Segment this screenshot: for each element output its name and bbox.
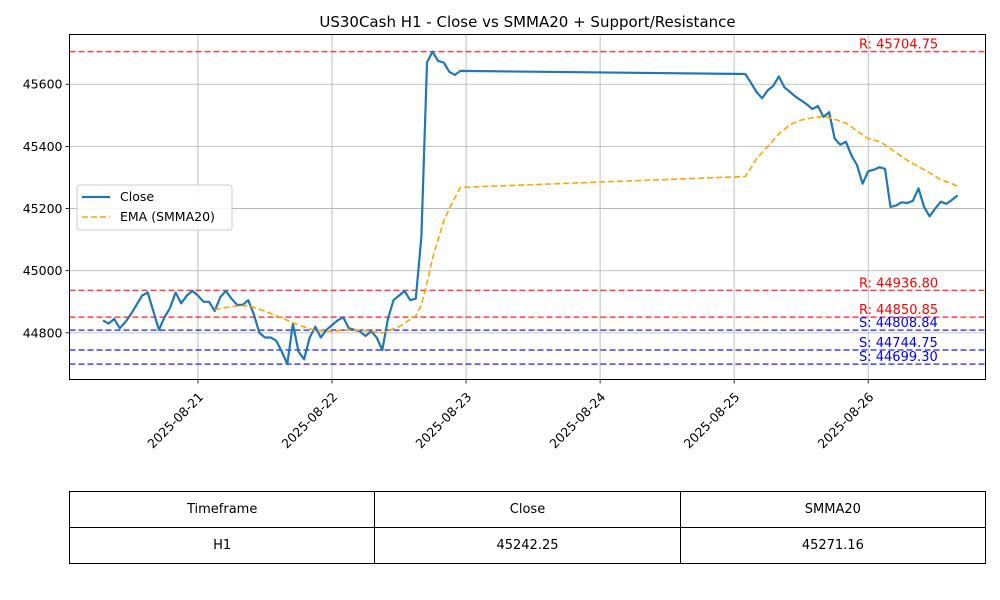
axis-ticks: 2025-08-21 2025-08-22 2025-08-23 2025-08-24… [23,77,877,451]
support-resistance-levels: R: 45704.75 R: 44936.80 R: 44850.85S: 4480… [69,38,986,365]
y-tick-label: 45000 [23,263,63,278]
header-close: Close [374,491,681,528]
plot-frame [69,34,986,380]
cell-smma20: 45271.16 [679,527,987,564]
resistance-level-label: R: 44850.85 [859,303,938,318]
x-tick-label: 2025-08-23 [412,389,474,451]
resistance-level-label: R: 44936.80 [859,276,938,291]
support-level-label: S: 44744.75 [859,336,938,351]
cell-timeframe: H1 [68,527,376,564]
y-tick-label: 45600 [23,77,63,92]
legend-box [76,184,233,231]
support-level-label: S: 44699.30 [859,350,938,365]
support-level-label: S: 44808.84 [859,316,938,331]
legend: Close EMA (SMMA20) [76,184,233,231]
x-tick-label: 2025-08-22 [278,389,340,451]
y-tick-label: 45200 [23,201,63,216]
cell-close: 45242.25 [374,527,681,564]
header-timeframe: Timeframe [68,491,376,528]
smma20-series-line [214,115,958,334]
header-smma20: SMMA20 [679,491,987,528]
x-tick-label: 2025-08-21 [144,389,206,451]
x-tick-label: 2025-08-25 [680,389,742,451]
y-tick-label: 44800 [23,325,63,340]
close-series-line [102,50,959,366]
legend-label-smma: EMA (SMMA20) [120,209,215,224]
table-header-row: Timeframe Close SMMA20 [68,491,987,528]
resistance-level-label: R: 45704.75 [859,38,938,53]
grid-lines [69,34,986,380]
series-lines [102,50,959,366]
x-tick-label: 2025-08-26 [815,389,877,451]
y-tick-label: 45400 [23,139,63,154]
line-chart: US30Cash H1 - Close vs SMMA20 + Support/… [23,13,986,451]
summary-table: Timeframe Close SMMA20 H1 45242.25 45271… [68,491,987,564]
table-row: H1 45242.25 45271.16 [68,527,987,564]
x-tick-label: 2025-08-24 [546,389,608,451]
legend-label-close: Close [120,189,154,204]
chart-title: US30Cash H1 - Close vs SMMA20 + Support/… [319,13,735,31]
